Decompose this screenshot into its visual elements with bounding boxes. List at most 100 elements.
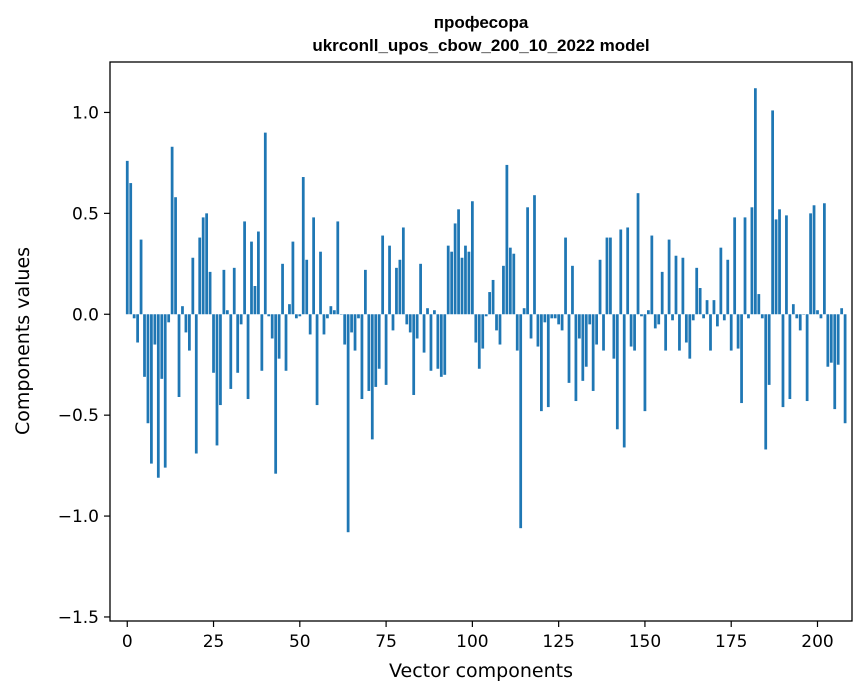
bar (753, 88, 757, 315)
bar (201, 217, 205, 315)
bar (129, 183, 133, 315)
bar (291, 241, 295, 315)
bar (636, 193, 640, 315)
bar (239, 314, 243, 325)
bar (467, 251, 471, 315)
bar (319, 251, 322, 315)
bar (764, 314, 768, 450)
bar (460, 257, 464, 315)
bar (650, 235, 654, 315)
bar (343, 314, 347, 345)
bar (260, 314, 264, 371)
bar (212, 314, 215, 373)
y-tick-label: 0.5 (72, 204, 99, 224)
bar (229, 314, 233, 389)
bar (474, 314, 478, 343)
x-tick-label: 100 (456, 632, 488, 652)
bar (619, 229, 623, 315)
bar (388, 245, 391, 315)
bar (277, 314, 281, 359)
bar (823, 203, 826, 315)
bar (219, 314, 222, 406)
bar (439, 314, 443, 377)
bar (208, 271, 212, 315)
bar-series (125, 88, 847, 533)
bar (477, 314, 481, 369)
bar (629, 314, 633, 347)
bar (205, 213, 209, 315)
bar (657, 314, 661, 325)
bar (367, 314, 371, 391)
bar (712, 300, 716, 315)
bar (591, 314, 595, 391)
bar (312, 217, 315, 315)
bar (336, 221, 340, 315)
bar (836, 314, 840, 365)
bar (653, 314, 657, 329)
bar (370, 314, 374, 440)
bar (139, 239, 143, 315)
bar (315, 314, 319, 406)
bar (674, 255, 678, 315)
bar (257, 231, 260, 315)
bar (791, 304, 795, 315)
bar (681, 257, 685, 315)
bar (702, 314, 705, 319)
y-tick-label: −1.0 (58, 507, 99, 527)
bar (426, 308, 429, 315)
x-tick-label: 125 (542, 632, 574, 652)
bar (826, 314, 830, 367)
bar (188, 314, 191, 351)
bar (647, 310, 650, 315)
bar (298, 314, 302, 317)
bar (781, 314, 785, 408)
bar (284, 314, 288, 371)
bar (429, 314, 433, 371)
bar (419, 263, 422, 315)
bar (774, 219, 778, 315)
bar (833, 314, 837, 410)
x-tick-label: 50 (289, 632, 311, 652)
y-axis-ticks: −1.5 −1.0 −0.5 0.0 0.5 1.0 (58, 103, 110, 628)
bar (270, 314, 274, 339)
bar (364, 269, 367, 315)
bar (153, 314, 157, 345)
bar (660, 271, 664, 315)
bar (829, 314, 833, 363)
bar (194, 314, 198, 454)
bar (191, 257, 195, 315)
bar (726, 259, 730, 315)
bar (322, 314, 326, 335)
bar (243, 221, 246, 315)
bar (816, 310, 819, 315)
bar (308, 314, 312, 335)
bar (408, 314, 412, 333)
bar (643, 314, 647, 412)
bar (263, 132, 267, 315)
bar (526, 207, 529, 315)
bar (132, 314, 136, 319)
bar (709, 314, 712, 351)
bar (722, 314, 726, 321)
bar (778, 209, 781, 315)
bar (457, 209, 460, 315)
bar (716, 314, 719, 327)
bar (170, 146, 174, 315)
bar (767, 314, 771, 385)
bar (150, 314, 153, 464)
bar (612, 314, 616, 359)
bar (743, 217, 747, 315)
chart-title-line-2: ukrconll_upos_cbow_200_10_2022 model (312, 36, 649, 55)
bar (288, 304, 291, 315)
bar (184, 314, 188, 333)
bar (505, 164, 509, 315)
bar (602, 314, 605, 351)
bar (391, 314, 395, 331)
bar (225, 310, 229, 315)
bar (840, 308, 844, 315)
bar (736, 314, 740, 349)
bar (488, 292, 492, 315)
bar (198, 237, 202, 315)
y-tick-label: −0.5 (58, 406, 99, 426)
